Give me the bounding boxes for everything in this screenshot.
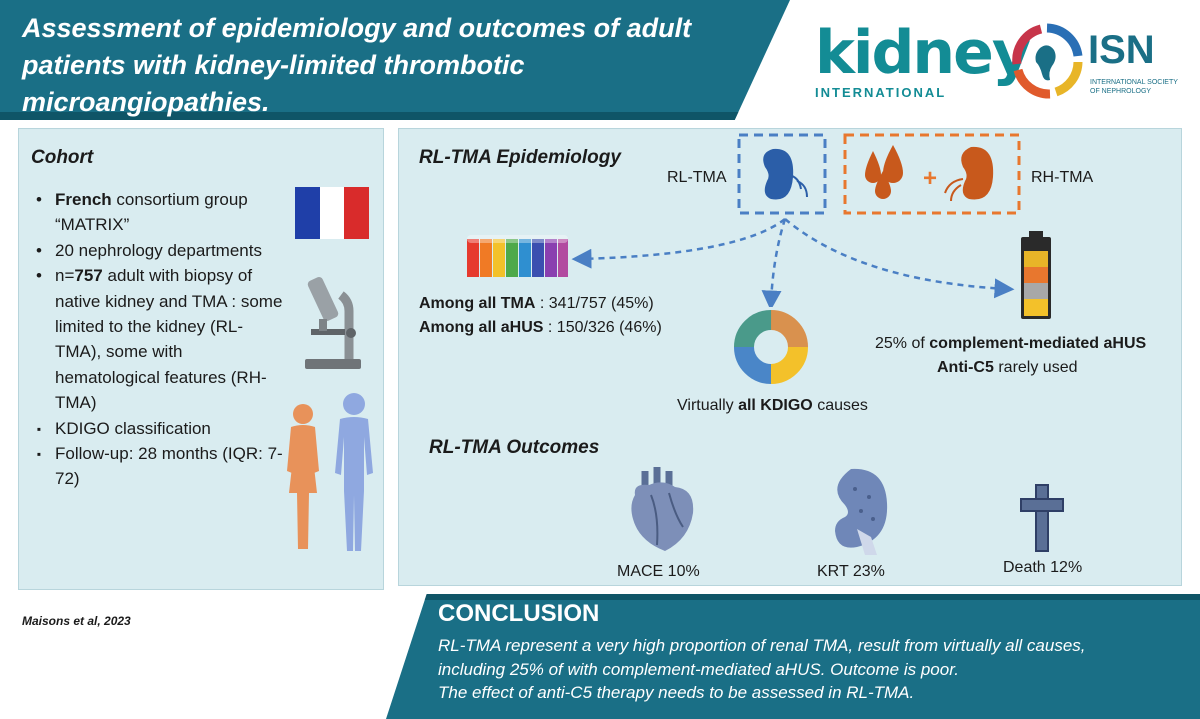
microscope-icon	[305, 276, 361, 369]
among-all-tma-value: : 341/757 (45%)	[535, 295, 654, 312]
conclusion-line: including 25% of with complement-mediate…	[438, 659, 959, 679]
bullet: ▪	[36, 447, 42, 462]
rl-tma-label: RL-TMA	[667, 169, 727, 186]
connector-arrows	[571, 218, 1015, 307]
blood-drops-icon	[865, 145, 903, 199]
kdigo-pre: Virtually	[677, 397, 739, 414]
man-figure-icon	[335, 393, 373, 551]
kidney-logo-sub: INTERNATIONAL	[815, 85, 947, 100]
bullet: •	[36, 266, 42, 286]
cohort-list: • French consortium group “MATRIX” • 20 …	[27, 187, 287, 492]
rh-tma-box	[843, 133, 1021, 215]
footer-band	[386, 594, 1200, 719]
among-all-ahus: Among all aHUS : 150/326 (46%)	[419, 319, 662, 337]
complement-text: 25% of complement-mediated aHUS	[875, 335, 1146, 353]
heart-icon	[631, 467, 694, 551]
isn-logo: ISN International Society of Nephrology	[1010, 22, 1180, 108]
conclusion-title: CONCLUSION	[438, 600, 600, 627]
rl-tma-box	[737, 133, 827, 215]
anti-c5-bold: Anti-C5	[937, 359, 994, 376]
kdigo-causes-text: Virtually all KDIGO causes	[677, 397, 868, 415]
cohort-item-text: consortium group “MATRIX”	[55, 190, 248, 235]
cohort-item-text: 20 nephrology departments	[55, 240, 262, 260]
kidney-blue-icon	[763, 148, 808, 200]
among-all-ahus-value: : 150/326 (46%)	[543, 319, 662, 336]
outcome-label: KRT 23%	[817, 563, 885, 580]
complement-bold: complement-mediated aHUS	[929, 335, 1147, 352]
isn-logo-full: International Society of Nephrology	[1090, 79, 1178, 95]
page-title: Assessment of epidemiology and outcomes …	[22, 13, 692, 117]
woman-figure-icon	[287, 404, 319, 549]
cohort-panel: Cohort • French consortium group “MATRIX…	[18, 128, 384, 590]
kidney-international-logo: kidney INTERNATIONAL	[815, 18, 1031, 108]
anti-c5-post: rarely used	[993, 359, 1078, 376]
battery-icon	[1021, 231, 1051, 319]
kidney-orange-icon	[944, 146, 994, 202]
rainbow-cylinders-icon	[467, 235, 568, 277]
outcome-label: Death 12%	[1003, 559, 1083, 576]
cohort-item: • French consortium group “MATRIX”	[27, 187, 287, 238]
among-all-tma-label: Among all TMA	[419, 295, 536, 312]
outcome-label: MACE 10%	[617, 563, 700, 580]
bullet: •	[36, 190, 42, 209]
kidney-icon	[835, 468, 888, 555]
rh-tma-label: RH-TMA	[1031, 169, 1094, 186]
header-band	[0, 0, 790, 120]
conclusion-line: RL-TMA represent a very high proportion …	[438, 636, 1086, 655]
cohort-item: ▪ KDIGO classification	[27, 416, 287, 441]
plus-sign: +	[923, 165, 938, 192]
kdigo-post: causes	[812, 397, 868, 414]
cohort-item-text: n=	[55, 266, 75, 286]
cohort-item-text: KDIGO classification	[55, 418, 211, 438]
kdigo-bold: all KDIGO	[738, 397, 813, 414]
cohort-item: • n=757 adult with biopsy of native kidn…	[27, 263, 287, 415]
french-flag-icon	[295, 187, 369, 239]
epidemiology-title: RL-TMA Epidemiology	[419, 147, 621, 168]
cohort-item: ▪ Follow-up: 28 months (IQR: 7-72)	[27, 441, 287, 492]
cohort-item-bold: French	[55, 190, 112, 209]
reference-citation: Maisons et al, 2023	[22, 614, 131, 628]
among-all-ahus-label: Among all aHUS	[419, 319, 544, 336]
cross-icon	[1020, 484, 1064, 552]
cohort-title: Cohort	[31, 147, 94, 168]
among-all-tma: Among all TMA : 341/757 (45%)	[419, 295, 654, 313]
epidemiology-panel: RL-TMA Epidemiology RL-TMA + RH-TMA	[398, 128, 1182, 586]
cohort-item-bold: 757	[74, 266, 103, 286]
complement-pre: 25% of	[875, 335, 930, 352]
outcomes-title: RL-TMA Outcomes	[429, 437, 600, 458]
cohort-item-text: adult with biopsy of native kidney and T…	[55, 266, 283, 413]
bullet: ▪	[36, 421, 42, 436]
kidney-logo-word: kidney	[815, 18, 1031, 88]
conclusion-text: RL-TMA represent a very high proportion …	[438, 634, 1188, 705]
cohort-item-text: Follow-up: 28 months (IQR: 7-72)	[55, 444, 283, 489]
conclusion-line: The effect of anti-C5 therapy needs to b…	[438, 683, 915, 702]
kdigo-causes-donut-icon	[734, 310, 808, 384]
isn-logo-abbr: ISN	[1088, 28, 1155, 72]
isn-globe-icon	[1012, 23, 1083, 99]
bullet: •	[36, 240, 42, 260]
cohort-item: • 20 nephrology departments	[27, 238, 287, 263]
anti-c5-text: Anti-C5 rarely used	[937, 359, 1077, 377]
